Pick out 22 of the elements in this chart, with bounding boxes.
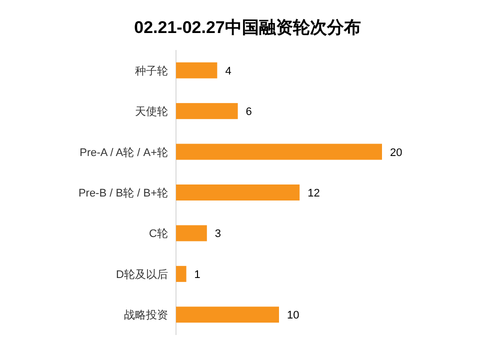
y-tick-label: Pre-B / B轮 / B+轮 [78, 188, 168, 200]
y-tick-label: 天使轮 [135, 106, 168, 118]
bar [176, 266, 186, 282]
bar [176, 62, 218, 78]
data-label: 4 [225, 65, 232, 78]
y-tick-label: Pre-A / A轮 / A+轮 [80, 146, 168, 159]
y-tick-label: 战略投资 [124, 310, 168, 322]
data-label: 10 [287, 310, 300, 322]
data-label: 6 [246, 106, 252, 118]
chart-title: 02.21-02.27中国融资轮次分布 [134, 18, 361, 37]
bar [176, 144, 382, 160]
bar [176, 103, 238, 120]
data-label: 12 [308, 188, 320, 200]
y-tick-label: 种子轮 [135, 64, 168, 78]
y-tick-label: D轮及以后 [116, 268, 168, 281]
data-label: 20 [390, 146, 402, 159]
y-tick-label: C轮 [149, 228, 168, 240]
data-label: 1 [194, 268, 200, 281]
bar [176, 225, 207, 242]
data-label: 3 [214, 228, 222, 240]
bar [176, 184, 300, 200]
bar [176, 306, 279, 323]
